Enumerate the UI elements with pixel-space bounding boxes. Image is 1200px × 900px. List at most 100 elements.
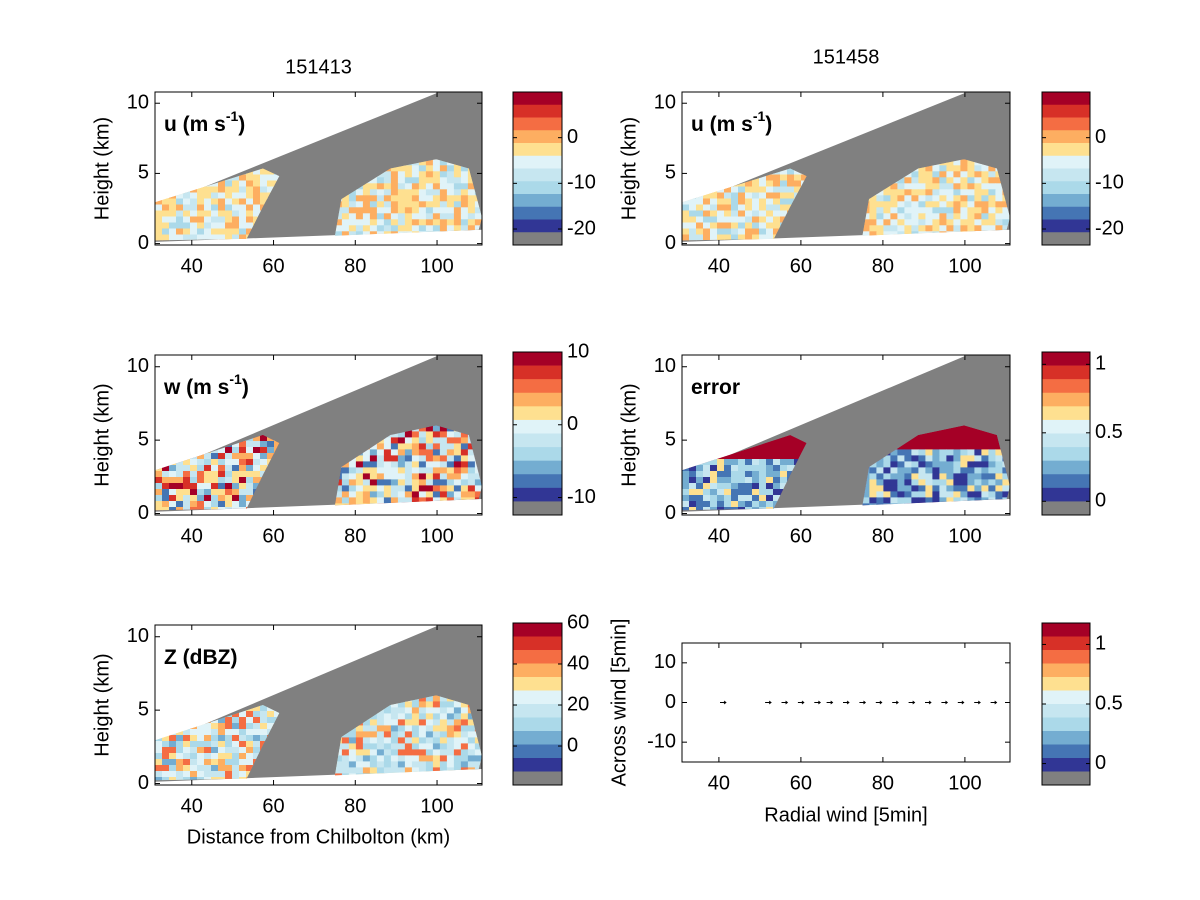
echo-cell [752,198,760,205]
panel-label: u (m s-1) [691,108,772,136]
panel-label-text: u (m s [164,113,226,136]
echo-cell [453,455,462,462]
echo-cell [689,471,697,478]
echo-cell [766,477,774,484]
echo-cell [953,503,961,506]
echo-cell [232,765,240,772]
echo-cell [155,198,163,205]
x-tick-label: 80 [344,255,366,277]
echo-cell [467,195,476,202]
echo-cell [717,186,725,193]
echo-cell [411,467,420,474]
echo-cell [682,495,690,502]
y-axis-label: Across wind [5min] [608,619,630,787]
echo-cell [953,491,961,498]
echo-cell [397,485,406,492]
echo-cell [939,503,947,506]
echo-cell [197,717,205,724]
echo-cell [731,471,739,478]
echo-cell [155,228,163,235]
echo-cell [390,479,399,486]
echo-cell [724,186,732,193]
echo-cell [946,479,954,486]
colorbar-band [1042,704,1090,718]
echo-cell [439,461,448,468]
echo-cell [869,207,877,214]
echo-cell [425,491,434,498]
echo-cell [355,497,364,504]
echo-cell [162,228,170,235]
echo-cell [176,489,184,496]
echo-cell [162,771,170,778]
colorbar-band [1042,501,1090,516]
echo-cell [246,174,254,181]
echo-cell [348,743,357,750]
echo-cell [467,177,476,184]
echo-cell [218,771,226,778]
echo-cell [974,473,982,480]
axes-box [154,91,483,246]
echo-cell [890,225,898,232]
echo-cell [218,747,226,754]
echo-cell [780,465,788,472]
echo-cell [1009,165,1010,172]
echo-cell [453,773,462,776]
echo-cell [404,701,413,708]
echo-cell [246,495,254,502]
echo-cell [376,725,385,732]
y-tick-label: 0 [138,232,149,254]
echo-cell [939,219,947,226]
echo-cell [334,503,343,506]
echo-cell [876,497,884,504]
echo-cell [218,228,226,235]
echo-cell [390,183,399,190]
echo-cell [218,222,226,229]
x-tick-label: 100 [420,255,453,277]
echo-cell [460,201,469,208]
echo-cell [246,741,254,748]
echo-cell [390,455,399,462]
echo-cell [260,711,268,718]
echo-cell [953,165,961,172]
echo-cell [682,483,690,490]
echo-cell [197,723,205,730]
echo-cell [383,449,392,456]
echo-cell [682,501,690,508]
echo-cell [183,765,191,772]
echo-cell [376,201,385,208]
echo-cell [218,753,226,760]
echo-cell [439,737,448,744]
echo-cell [904,207,912,214]
colorbar-band [513,704,562,718]
echo-cell [939,201,947,208]
echo-cell [183,495,191,502]
echo-cell [162,717,170,724]
echo-cell [696,216,704,223]
echo-cell [453,467,462,474]
echo-cell [404,183,413,190]
echo-cell [453,189,462,196]
echo-cell [932,455,940,462]
echo-cell [1009,159,1010,166]
echo-cell [383,707,392,714]
echo-cell [218,234,226,241]
echo-cell [425,707,434,714]
echo-cell [738,222,746,229]
echo-cell [169,489,177,496]
echo-cell [169,222,177,229]
colorbar-band [1042,623,1090,637]
axes-box [154,354,483,516]
echo-cell [218,477,226,484]
echo-cell [376,479,385,486]
echo-cell [176,729,184,736]
echo-cell [432,213,441,220]
echo-cell [267,453,275,460]
echo-cell [801,174,807,181]
echo-cell [696,459,704,466]
echo-cell [883,503,891,506]
echo-cell [425,437,434,444]
echo-cell [766,507,774,511]
colorbar-band [513,419,562,434]
echo-cell [246,204,254,211]
echo-cell [787,507,795,511]
